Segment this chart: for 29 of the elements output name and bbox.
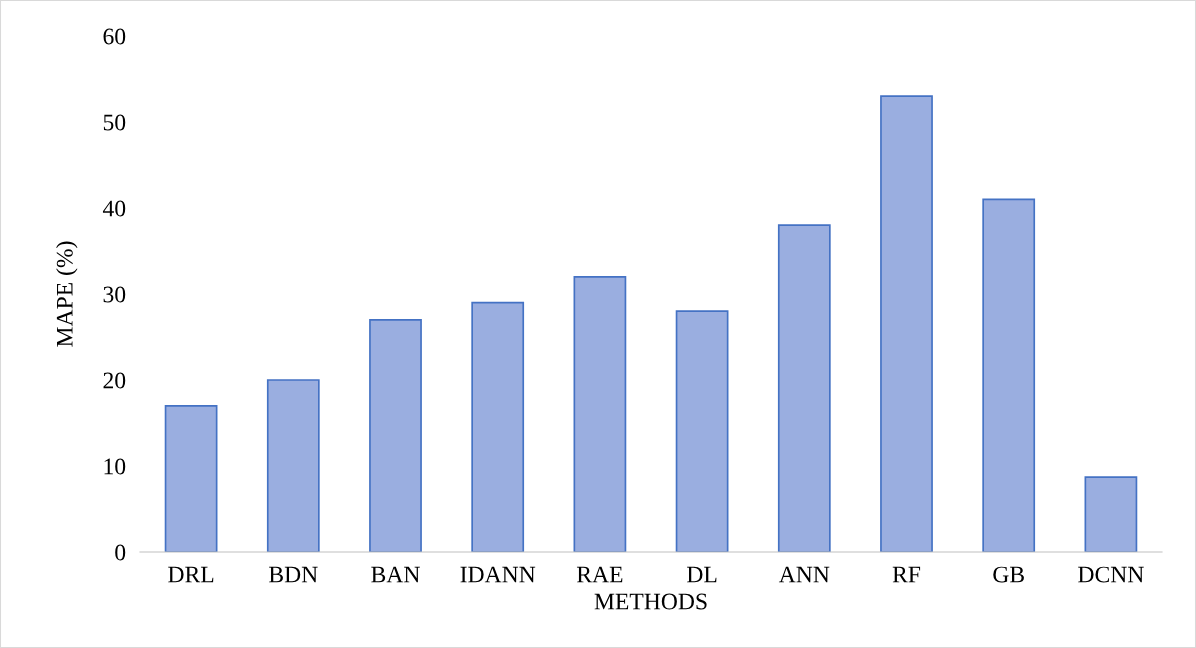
x-axis-title: METHODS — [594, 593, 707, 610]
bar — [164, 404, 218, 552]
x-tick-label: ANN — [778, 566, 830, 583]
bar — [369, 318, 422, 552]
y-tick-label: 60 — [103, 28, 126, 45]
bar — [880, 95, 933, 552]
x-tick-label: DRL — [168, 566, 214, 583]
x-tick-label: DCNN — [1078, 566, 1144, 583]
x-tick-label: BDN — [269, 566, 318, 583]
bar — [471, 301, 525, 552]
bar — [777, 224, 831, 552]
bar — [266, 379, 320, 552]
y-tick-label: 20 — [103, 372, 126, 389]
bar — [1084, 476, 1138, 552]
x-tick-label: RAE — [576, 566, 623, 583]
y-tick-label: 0 — [115, 544, 126, 561]
y-tick-label: 50 — [103, 114, 126, 131]
x-tick-label: GB — [993, 566, 1024, 583]
bar — [573, 275, 627, 552]
y-tick-label: 10 — [104, 458, 126, 475]
y-tick-label: 30 — [103, 286, 126, 303]
bar — [675, 310, 729, 552]
y-axis-title: MAPE (%) — [56, 241, 78, 347]
x-tick-label: BAN — [371, 566, 420, 583]
bar — [982, 198, 1036, 552]
x-tick-label: IDANN — [460, 566, 536, 583]
x-tick-label: RF — [892, 566, 921, 583]
x-tick-label: DL — [687, 566, 717, 583]
y-tick-label: 40 — [102, 200, 126, 217]
